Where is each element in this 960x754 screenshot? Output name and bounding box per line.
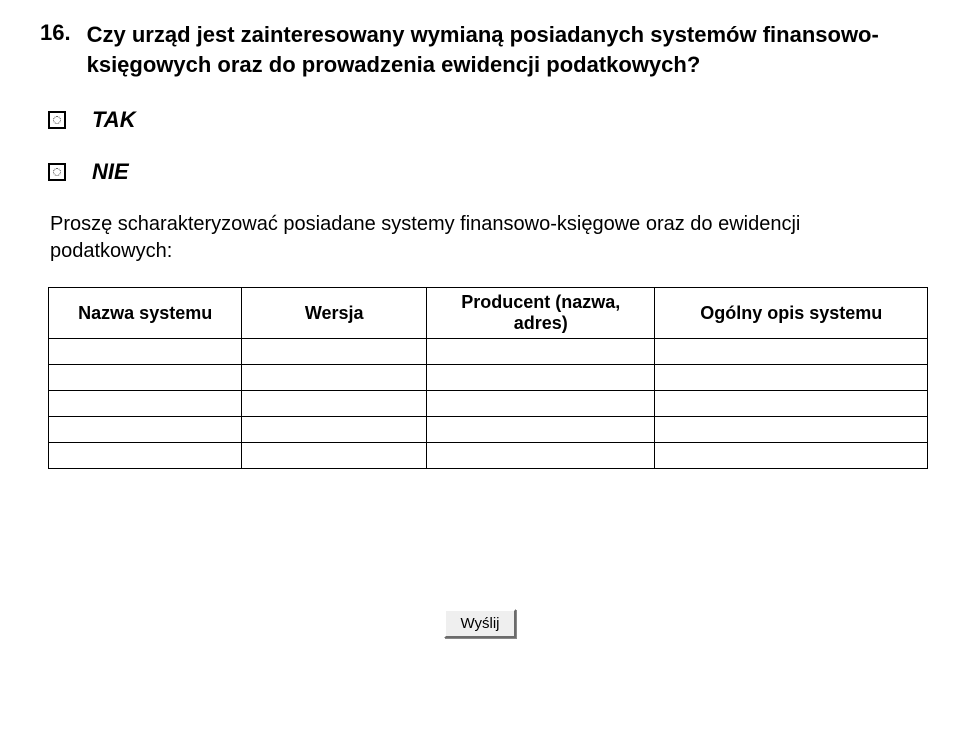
table-cell[interactable] — [655, 391, 928, 417]
option-no-label: NIE — [92, 159, 129, 185]
submit-button[interactable]: Wyślij — [444, 609, 515, 638]
table-cell[interactable] — [426, 339, 655, 365]
table-cell[interactable] — [49, 443, 242, 469]
table-cell[interactable] — [655, 339, 928, 365]
table-row — [49, 443, 928, 469]
table-cell[interactable] — [242, 365, 427, 391]
table-row — [49, 417, 928, 443]
table-cell[interactable] — [49, 391, 242, 417]
table-cell[interactable] — [242, 417, 427, 443]
table-cell[interactable] — [426, 365, 655, 391]
col-version: Wersja — [242, 288, 427, 339]
table-cell[interactable] — [655, 417, 928, 443]
table-cell[interactable] — [426, 443, 655, 469]
table-cell[interactable] — [49, 365, 242, 391]
table-cell[interactable] — [242, 339, 427, 365]
col-producer: Producent (nazwa, adres) — [426, 288, 655, 339]
col-desc: Ogólny opis systemu — [655, 288, 928, 339]
table-row — [49, 391, 928, 417]
table-cell[interactable] — [426, 417, 655, 443]
instruction-text: Proszę scharakteryzować posiadane system… — [50, 211, 920, 265]
systems-table: Nazwa systemu Wersja Producent (nazwa, a… — [48, 287, 928, 469]
question-row: 16. Czy urząd jest zainteresowany wymian… — [40, 20, 920, 79]
radio-icon[interactable] — [48, 163, 66, 181]
table-cell[interactable] — [655, 365, 928, 391]
table-cell[interactable] — [242, 443, 427, 469]
option-yes-label: TAK — [92, 107, 136, 133]
radio-icon[interactable] — [48, 111, 66, 129]
table-cell[interactable] — [655, 443, 928, 469]
option-yes-row[interactable]: TAK — [48, 107, 920, 133]
table-header-row: Nazwa systemu Wersja Producent (nazwa, a… — [49, 288, 928, 339]
question-number: 16. — [40, 20, 71, 46]
col-name: Nazwa systemu — [49, 288, 242, 339]
table-row — [49, 365, 928, 391]
table-cell[interactable] — [426, 391, 655, 417]
table-cell[interactable] — [242, 391, 427, 417]
table-cell[interactable] — [49, 417, 242, 443]
table-row — [49, 339, 928, 365]
submit-wrap: Wyślij — [40, 609, 920, 638]
table-cell[interactable] — [49, 339, 242, 365]
option-no-row[interactable]: NIE — [48, 159, 920, 185]
question-text: Czy urząd jest zainteresowany wymianą po… — [87, 20, 920, 79]
